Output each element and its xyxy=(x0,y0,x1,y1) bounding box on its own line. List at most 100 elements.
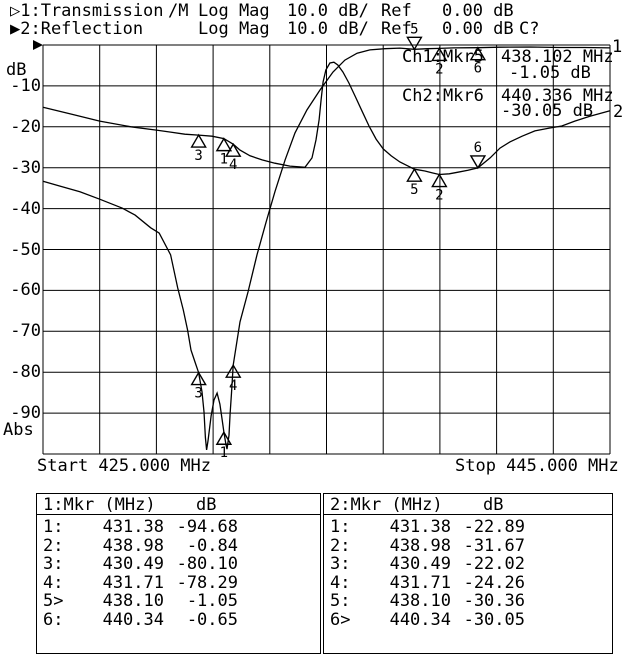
channel1-ref-label: Ref xyxy=(381,1,412,21)
channel2-ref-value: 0.00 dB xyxy=(442,19,514,39)
marker-level-db: -30.36 xyxy=(463,591,525,612)
marker-6-label: 6 xyxy=(474,140,482,156)
y-axis-unit: dB xyxy=(6,60,27,80)
marker-5-symbol: 5 xyxy=(406,167,423,198)
ch2-marker-table: 2:Mkr (MHz) dB 1: 431.38 -22.89 2: 438.98 -31… xyxy=(323,493,613,654)
ch1-marker-table-title: 1:Mkr (MHz) xyxy=(43,495,156,515)
channel1-math-flag: /M xyxy=(168,1,189,21)
marker-1-label: 1 xyxy=(220,152,228,168)
y-tick--80: -80 xyxy=(10,362,41,383)
channel1-label: ▷1:Transmission xyxy=(10,1,164,21)
marker-number: 1: xyxy=(43,517,64,537)
marker-frequency-mhz: 438.98 xyxy=(389,535,451,556)
marker-4-symbol: 4 xyxy=(225,363,242,394)
marker-3-symbol: 3 xyxy=(190,371,207,402)
ch2-marker-value: -30.05 dB xyxy=(501,101,594,121)
channel1-ref-value: 0.00 dB xyxy=(442,1,514,21)
marker-1-symbol: 1 xyxy=(215,137,233,168)
trace1-edge-label: 1 xyxy=(612,37,623,57)
y-tick--60: -60 xyxy=(10,280,41,301)
y-tick--10: -10 xyxy=(10,75,41,96)
marker-frequency-mhz: 430.49 xyxy=(389,554,451,575)
marker-number: 3: xyxy=(330,554,351,575)
marker-number: 6> xyxy=(330,610,351,630)
y-axis-abs-label: Abs xyxy=(3,420,34,440)
table-row: 6: 440.34 -0.65 xyxy=(37,610,320,630)
marker-level-db: -24.26 xyxy=(463,572,525,593)
marker-frequency-mhz: 438.98 xyxy=(102,535,164,556)
marker-number: 5: xyxy=(330,591,351,612)
marker-number: 2: xyxy=(43,535,64,556)
ch2-marker-readout-label: Ch2:Mkr6 xyxy=(402,86,484,106)
ch2-marker-table-unit: dB xyxy=(483,495,504,515)
marker-level-db: -0.65 xyxy=(186,610,238,630)
table-row: 6> 440.34 -30.05 xyxy=(324,610,612,630)
table-row: 2: 438.98 -0.84 xyxy=(37,535,320,556)
marker-number: 3: xyxy=(43,554,64,575)
marker-4-label: 4 xyxy=(229,378,237,394)
marker-frequency-mhz: 438.10 xyxy=(102,591,164,612)
marker-2-label: 2 xyxy=(435,188,443,204)
marker-number: 2: xyxy=(330,535,351,556)
y-tick--70: -70 xyxy=(10,321,41,342)
y-tick--50: -50 xyxy=(10,239,41,260)
marker-frequency-mhz: 431.71 xyxy=(389,572,451,593)
table-row: 5> 438.10 -1.05 xyxy=(37,591,320,612)
marker-level-db: -22.02 xyxy=(463,554,525,575)
marker-frequency-mhz: 438.10 xyxy=(389,591,451,612)
marker-level-db: -94.68 xyxy=(176,517,238,537)
marker-1-symbol: 1 xyxy=(215,430,233,461)
channel2-scale: 10.0 dB/ xyxy=(287,19,369,39)
marker-level-db: -1.05 xyxy=(186,591,238,612)
ch1-marker-table: 1:Mkr (MHz) dB 1: 431.38 -94.68 2: 438.98 -0.… xyxy=(36,493,321,654)
marker-level-db: -78.29 xyxy=(176,572,238,593)
table-row: 3: 430.49 -80.10 xyxy=(37,554,320,575)
ch1-marker-value: -1.05 dB xyxy=(509,63,591,83)
marker-1-label: 1 xyxy=(220,445,228,461)
table-row: 2: 438.98 -31.67 xyxy=(324,535,612,556)
marker-2-symbol: 2 xyxy=(431,173,448,204)
marker-frequency-mhz: 440.34 xyxy=(389,610,451,630)
table-row: 3: 430.49 -22.02 xyxy=(324,554,612,575)
channel1-scale: 10.0 dB/ xyxy=(287,1,369,21)
marker-3-label: 3 xyxy=(194,386,202,402)
trace2-edge-label: 2 xyxy=(613,102,624,122)
table-row: 5: 438.10 -30.36 xyxy=(324,591,612,612)
reference-level-marker xyxy=(33,40,43,50)
marker-number: 4: xyxy=(330,572,351,593)
marker-6-symbol: 6 xyxy=(469,140,487,170)
marker-level-db: -30.05 xyxy=(463,610,525,630)
marker-level-db: -80.10 xyxy=(176,554,238,575)
stop-frequency-label: Stop 445.000 MHz xyxy=(455,456,619,476)
marker-3-label: 3 xyxy=(194,148,202,164)
y-tick--30: -30 xyxy=(10,157,41,178)
marker-frequency-mhz: 440.34 xyxy=(102,610,164,630)
marker-4-symbol: 4 xyxy=(225,142,242,173)
channel2-ref-label: Ref xyxy=(381,19,412,39)
marker-number: 6: xyxy=(43,610,64,630)
ch1-marker-table-unit: dB xyxy=(196,495,217,515)
marker-level-db: -0.84 xyxy=(186,535,238,556)
marker-4-label: 4 xyxy=(229,157,237,173)
marker-number: 5> xyxy=(43,591,64,612)
marker-frequency-mhz: 431.38 xyxy=(389,517,451,537)
marker-number: 1: xyxy=(330,517,351,537)
marker-level-db: -31.67 xyxy=(463,535,525,556)
ch1-marker-table-header: 1:Mkr (MHz) dB xyxy=(37,494,320,515)
marker-level-db: -22.89 xyxy=(463,517,525,537)
ch2-marker-table-title: 2:Mkr (MHz) xyxy=(330,495,443,515)
channel1-format: Log Mag xyxy=(198,1,270,21)
start-frequency-label: Start 425.000 MHz xyxy=(37,456,211,476)
marker-3-symbol: 3 xyxy=(190,133,207,164)
marker-frequency-mhz: 430.49 xyxy=(102,554,164,575)
channel2-label: ▶2:Reflection xyxy=(10,19,144,39)
channel2-format: Log Mag xyxy=(198,19,270,39)
table-row: 1: 431.38 -94.68 xyxy=(37,517,320,537)
table-row: 4: 431.71 -78.29 xyxy=(37,572,320,593)
marker-number: 4: xyxy=(43,572,64,593)
table-row: 4: 431.71 -24.26 xyxy=(324,572,612,593)
marker-frequency-mhz: 431.71 xyxy=(102,572,164,593)
ch2-marker-table-header: 2:Mkr (MHz) dB xyxy=(324,494,612,515)
y-tick--20: -20 xyxy=(10,116,41,137)
